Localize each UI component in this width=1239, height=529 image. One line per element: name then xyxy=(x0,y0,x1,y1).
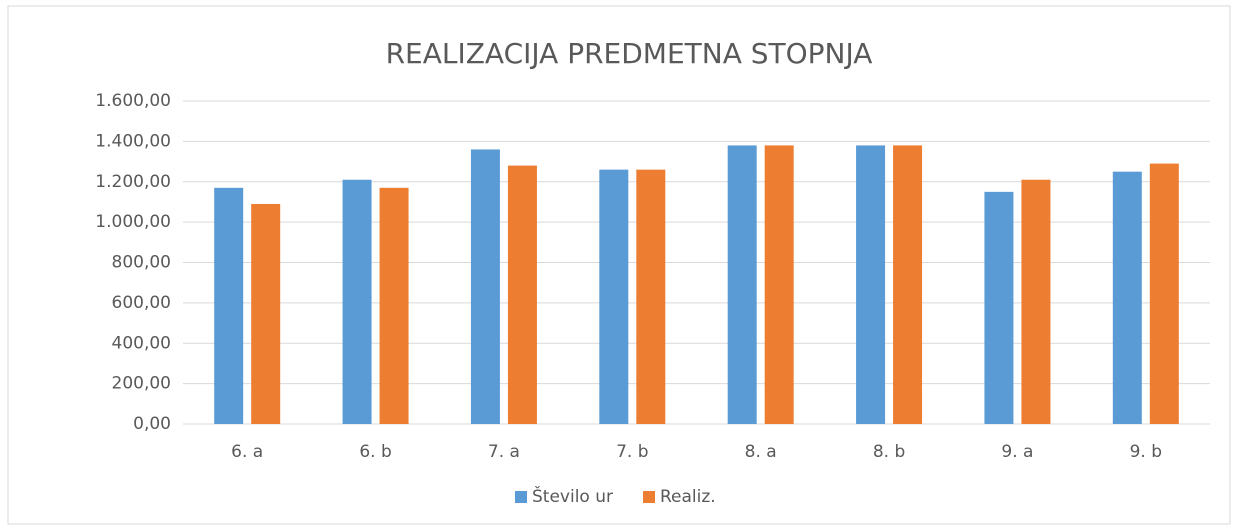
legend-label: Število ur xyxy=(532,485,613,507)
bar xyxy=(984,191,1014,424)
bar xyxy=(764,145,794,424)
y-tick-label: 800,00 xyxy=(112,253,171,273)
x-tick-label: 6. a xyxy=(231,442,263,462)
x-tick-label: 8. b xyxy=(873,442,905,462)
legend-label: Realiz. xyxy=(660,487,716,507)
bar xyxy=(1149,163,1179,425)
bar xyxy=(856,145,886,424)
chart-title: REALIZACIJA PREDMETNA STOPNJA xyxy=(386,37,873,70)
x-tick-label: 8. a xyxy=(745,442,777,462)
x-tick-label: 7. b xyxy=(616,442,648,462)
y-tick-label: 1.400,00 xyxy=(95,131,171,151)
y-tick-label: 1.600,00 xyxy=(95,91,171,111)
legend-swatch xyxy=(515,491,527,503)
y-tick-label: 200,00 xyxy=(112,374,171,394)
bar xyxy=(636,169,666,424)
bar xyxy=(727,145,757,424)
y-tick-label: 1.000,00 xyxy=(95,212,171,232)
bar xyxy=(1021,179,1051,424)
bar xyxy=(214,187,244,424)
x-tick-label: 9. b xyxy=(1130,442,1162,462)
bar xyxy=(1112,171,1142,424)
bar xyxy=(251,203,281,424)
bar xyxy=(599,169,629,424)
bar xyxy=(893,145,923,424)
bar xyxy=(379,187,409,424)
bar xyxy=(470,149,500,424)
y-tick-label: 0,00 xyxy=(133,414,171,434)
y-tick-label: 400,00 xyxy=(112,333,171,353)
bar xyxy=(507,165,537,424)
bar xyxy=(342,179,372,424)
x-tick-label: 9. a xyxy=(1001,442,1033,462)
y-tick-label: 600,00 xyxy=(112,293,171,313)
legend-swatch xyxy=(643,491,655,503)
x-tick-label: 7. a xyxy=(488,442,520,462)
x-tick-label: 6. b xyxy=(359,442,391,462)
y-tick-label: 1.200,00 xyxy=(95,172,171,192)
